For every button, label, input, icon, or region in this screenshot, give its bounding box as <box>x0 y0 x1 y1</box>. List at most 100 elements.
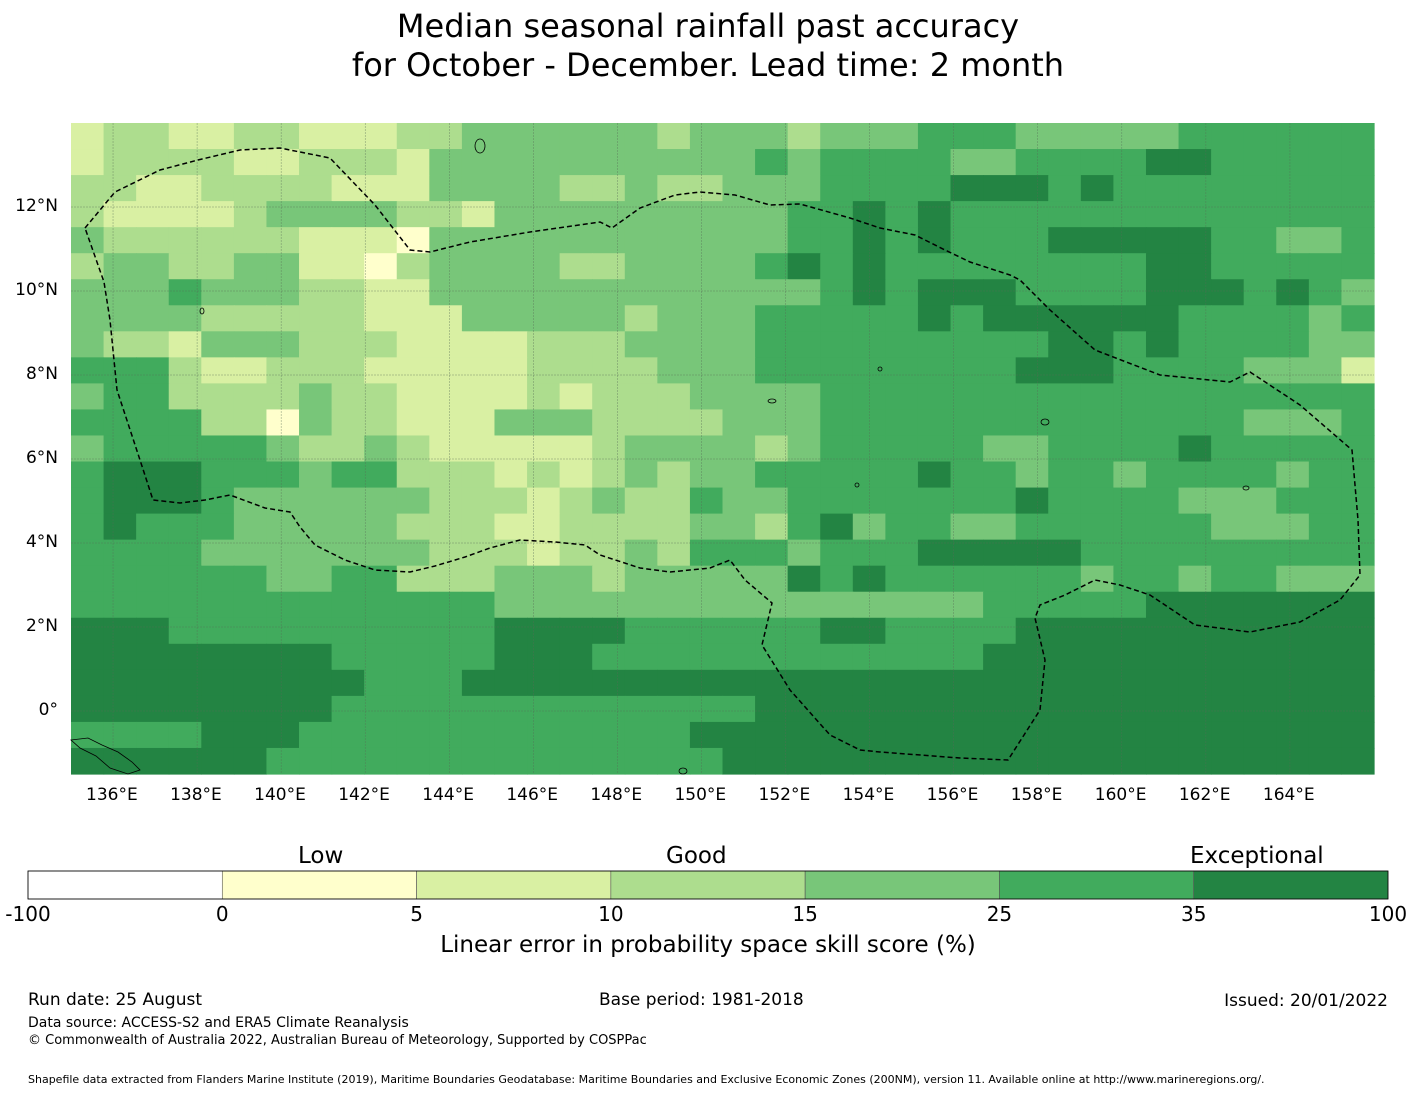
skill-cell <box>103 565 137 593</box>
skill-cell <box>527 201 561 228</box>
skill-cell <box>71 123 105 150</box>
skill-cell <box>1048 383 1082 411</box>
skill-cell <box>1243 331 1277 358</box>
skill-cell <box>201 409 235 437</box>
skill-cell <box>559 201 593 228</box>
skill-cell <box>1341 461 1375 489</box>
skill-cell <box>559 253 593 280</box>
skill-cell <box>820 435 854 463</box>
skill-cell <box>136 227 170 254</box>
skill-cell <box>233 201 268 228</box>
skill-cell <box>1341 201 1375 228</box>
skill-cell <box>787 643 821 671</box>
skill-cell <box>592 253 626 280</box>
skill-cell <box>983 357 1017 384</box>
skill-cell <box>820 461 854 489</box>
skill-cell <box>233 591 268 619</box>
skill-cell <box>689 123 724 150</box>
skill-cell <box>1145 487 1180 515</box>
skill-cell <box>527 565 561 593</box>
skill-cell <box>950 669 984 697</box>
skill-cell <box>1211 435 1245 463</box>
skill-cell <box>1243 591 1277 619</box>
skill-cell <box>755 253 789 280</box>
skill-cell <box>1080 747 1115 775</box>
skill-cell <box>1145 747 1180 775</box>
skill-cell <box>1113 513 1147 541</box>
skill-cell <box>1243 461 1277 489</box>
skill-cell <box>755 279 789 306</box>
issued-date: Issued: 20/01/2022 <box>1224 991 1388 1011</box>
skill-cell <box>689 435 724 463</box>
skill-cell <box>266 409 300 437</box>
skill-cell <box>1113 383 1147 411</box>
skill-cell <box>885 435 919 463</box>
skill-cell <box>103 513 137 541</box>
skill-cell <box>657 253 691 280</box>
skill-cell <box>168 695 202 723</box>
skill-cell <box>494 331 528 358</box>
skill-cell <box>1145 201 1180 228</box>
skill-cell <box>885 487 919 515</box>
skill-cell <box>103 669 137 697</box>
skill-cell <box>1243 357 1277 384</box>
skill-cell <box>657 123 691 150</box>
skill-cell <box>1113 175 1147 202</box>
skill-cell <box>624 513 658 541</box>
skill-cell <box>233 617 268 645</box>
skill-cell <box>1048 175 1082 202</box>
skill-cell <box>1341 435 1375 463</box>
skill-cell <box>1341 539 1375 567</box>
skill-cell <box>461 487 496 515</box>
skill-cell <box>103 253 137 280</box>
skill-cell <box>1048 695 1082 723</box>
skill-cell <box>201 669 235 697</box>
skill-cell <box>1080 461 1115 489</box>
skill-cell <box>71 305 105 332</box>
skill-cell <box>461 643 496 671</box>
skill-cell <box>624 669 658 697</box>
skill-cell <box>755 617 789 645</box>
skill-cell <box>1308 695 1343 723</box>
skill-cell <box>657 461 691 489</box>
skill-cell <box>331 591 365 619</box>
skill-cell <box>429 253 463 280</box>
skill-cell <box>299 591 333 619</box>
skill-cell <box>950 357 984 384</box>
skill-cell <box>201 383 235 411</box>
skill-cell <box>396 175 430 202</box>
longitude-tick-label: 138°E <box>170 785 222 805</box>
skill-cell <box>1211 227 1245 254</box>
skill-cell <box>233 487 268 515</box>
colorbar-bin <box>221 870 417 900</box>
skill-cell <box>201 695 235 723</box>
skill-cell <box>820 383 854 411</box>
skill-cell <box>1145 669 1180 697</box>
skill-cell <box>494 669 528 697</box>
skill-cell <box>592 617 626 645</box>
skill-cell <box>852 175 886 202</box>
skill-cell <box>917 669 952 697</box>
skill-cell <box>1080 149 1115 176</box>
skill-cell <box>1211 383 1245 411</box>
skill-cell <box>592 149 626 176</box>
skill-cell <box>1048 747 1082 775</box>
skill-cell <box>1308 279 1343 306</box>
skill-cell <box>592 409 626 437</box>
skill-cell <box>364 279 398 306</box>
skill-cell <box>657 279 691 306</box>
skill-cell <box>331 123 365 150</box>
skill-cell <box>71 643 105 671</box>
skill-cell <box>1145 279 1180 306</box>
skill-cell <box>266 227 300 254</box>
skill-cell <box>1341 123 1375 150</box>
skill-cell <box>299 383 333 411</box>
skill-cell <box>1178 435 1212 463</box>
skill-cell <box>885 669 919 697</box>
skill-cell <box>722 227 756 254</box>
skill-cell <box>71 565 105 593</box>
skill-cell <box>1243 383 1277 411</box>
skill-cell <box>787 253 821 280</box>
skill-cell <box>722 149 756 176</box>
skill-cell <box>1145 435 1180 463</box>
